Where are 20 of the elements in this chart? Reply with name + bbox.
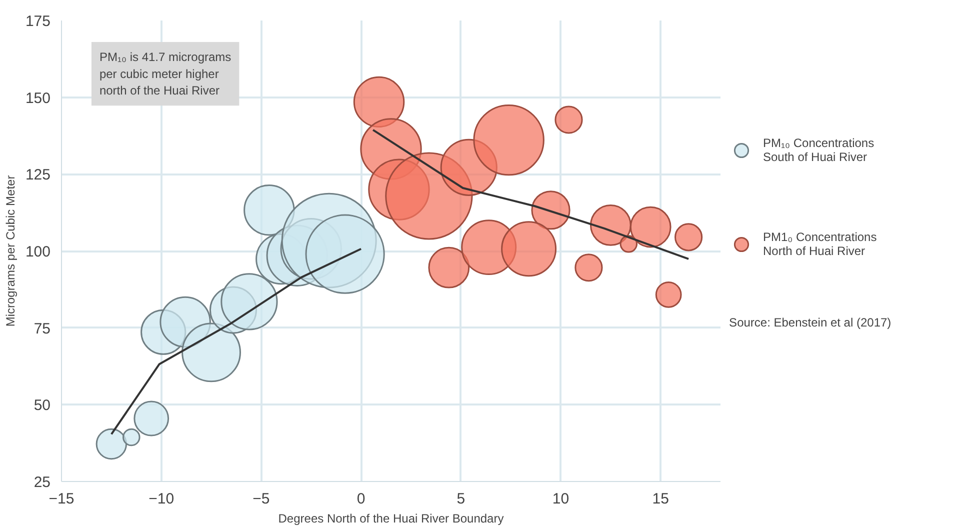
legend-label: PM1₀ Concentrations North of Huai River xyxy=(763,230,877,258)
x-tick-label: 10 xyxy=(552,490,570,508)
x-tick-label: −10 xyxy=(148,490,174,508)
y-tick-label: 175 xyxy=(25,13,51,30)
x-tick-label: 15 xyxy=(652,490,669,508)
y-tick-label: 100 xyxy=(25,244,51,260)
y-tick-label: 125 xyxy=(25,166,51,184)
x-axis-title: Degrees North of the Huai River Boundary xyxy=(278,512,504,526)
x-tick-label: −5 xyxy=(252,490,270,508)
x-tick-label: 0 xyxy=(356,490,366,508)
x-tick-label: 5 xyxy=(456,490,466,508)
x-tick-label: −15 xyxy=(48,490,74,508)
y-tick-label: 75 xyxy=(34,320,51,338)
y-axis-title: Micrograms per Cubic Meter xyxy=(3,175,18,327)
source-note: Source: Ebenstein et al (2017) xyxy=(729,315,892,330)
y-tick-label: 150 xyxy=(25,90,51,107)
annotation: PM₁₀ is 41.7 micrograms per cubic meter higher north of the Huai River xyxy=(99,50,232,98)
legend-label: PM₁₀ Concentrations South of Huai River xyxy=(763,136,874,164)
y-tick-label: 50 xyxy=(34,397,51,414)
y-tick-label: 25 xyxy=(34,474,51,491)
